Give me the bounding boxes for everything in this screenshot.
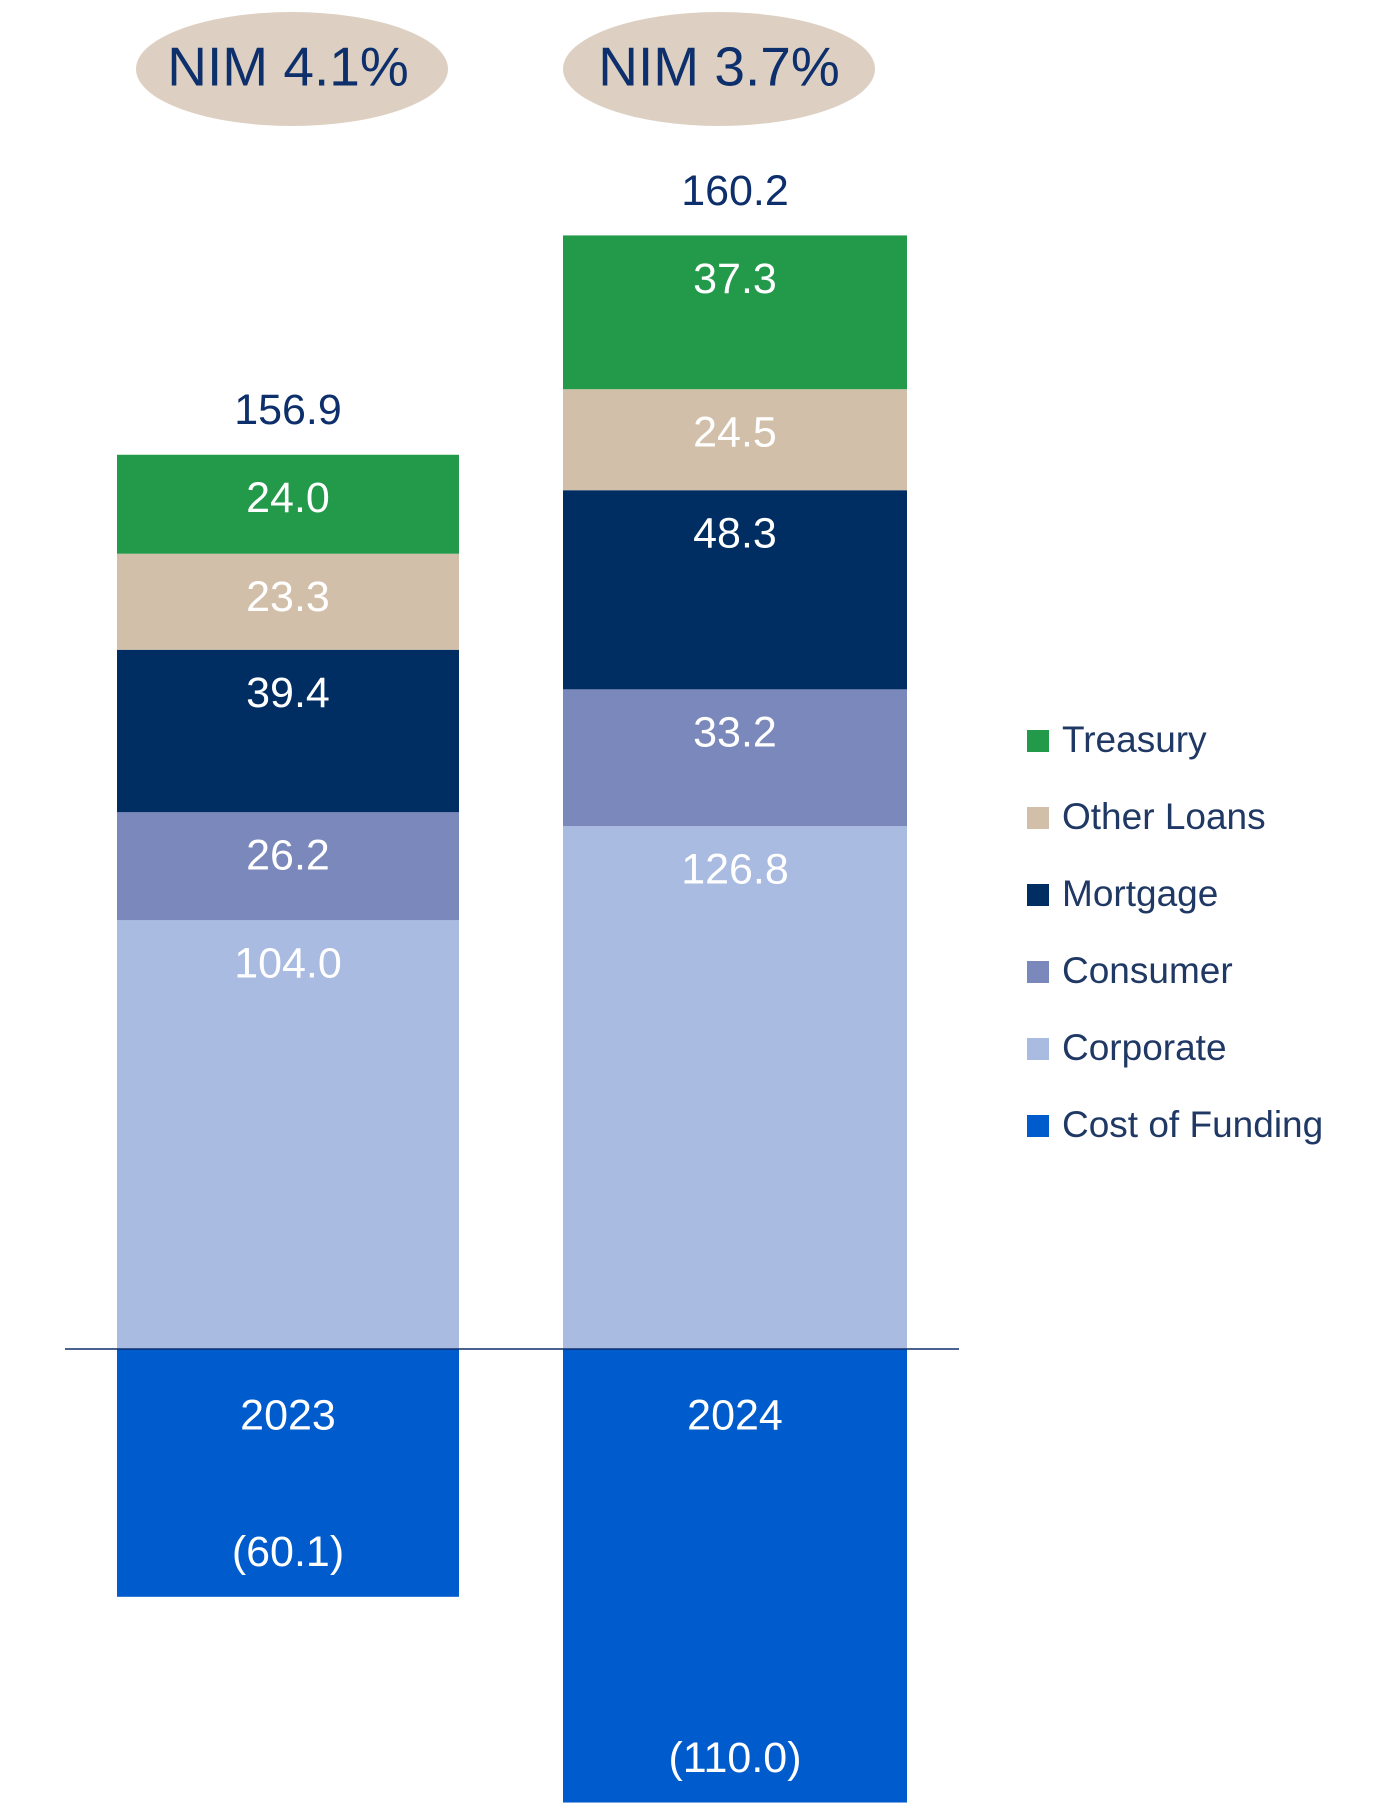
legend-swatch (1027, 884, 1049, 906)
bar-segment (563, 490, 907, 690)
legend-label: Other Loans (1062, 796, 1266, 837)
legend-swatch (1027, 807, 1049, 829)
bar-segment (563, 389, 907, 491)
nim-annotation: NIM 4.1% (167, 36, 408, 98)
bar-segment (563, 1349, 907, 1803)
bar-segment (117, 454, 459, 554)
nim-badge (136, 12, 448, 126)
value-label: 48.3 (693, 510, 777, 558)
bar-segment (117, 1349, 459, 1597)
bar-segment (117, 920, 459, 1350)
legend-label: Treasury (1062, 719, 1207, 760)
legend-label: Corporate (1062, 1027, 1227, 1068)
value-label: (110.0) (668, 1734, 801, 1782)
legend-swatch (1027, 730, 1049, 752)
value-label: 33.2 (693, 709, 777, 757)
value-label: 23.3 (246, 573, 330, 621)
legend-swatch (1027, 961, 1049, 983)
legend-swatch (1027, 1038, 1049, 1060)
value-label: 37.3 (693, 255, 777, 303)
legend-label: Consumer (1062, 950, 1233, 991)
total-label: 160.2 (681, 167, 789, 215)
bar-segment (563, 826, 907, 1350)
value-label: 39.4 (246, 669, 330, 717)
category-label: 2024 (687, 1391, 783, 1439)
category-label: 2023 (240, 1391, 336, 1439)
legend-swatch (1027, 1115, 1049, 1137)
legend-label: Mortgage (1062, 873, 1218, 914)
legend-label: Cost of Funding (1062, 1104, 1323, 1145)
bar-segment (563, 689, 907, 827)
value-label: 24.5 (693, 409, 777, 457)
bar-segment (117, 812, 459, 921)
value-label: 26.2 (246, 832, 330, 880)
value-label: 126.8 (681, 846, 789, 894)
value-label: 24.0 (246, 474, 330, 522)
total-label: 156.9 (234, 386, 342, 434)
value-label: (60.1) (232, 1528, 344, 1576)
bar-segment (117, 649, 459, 813)
nim-badge (563, 12, 875, 126)
bar-segment (117, 553, 459, 650)
value-label: 104.0 (234, 940, 342, 988)
nim-annotation: NIM 3.7% (598, 36, 839, 98)
bar-segment (563, 235, 907, 390)
